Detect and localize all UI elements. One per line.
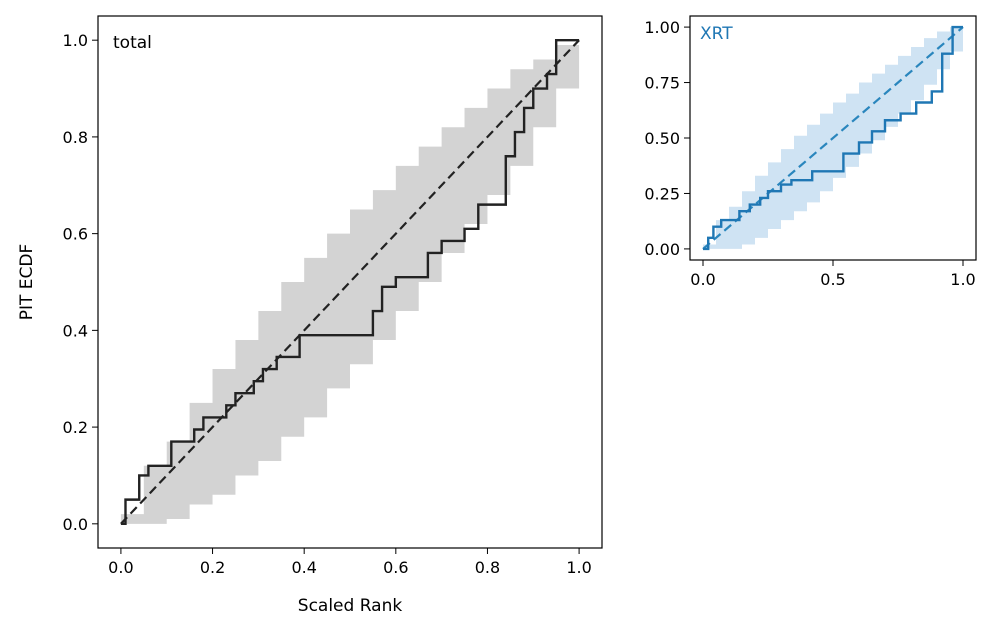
y-axis: 0.00 0.25 0.50 0.75 1.00 <box>644 18 690 259</box>
y-axis: 0.0 0.2 0.4 0.6 0.8 1.0 <box>63 31 98 534</box>
reference-diagonal <box>702 26 964 250</box>
y-tick-label: 0.50 <box>644 129 680 148</box>
reference-line-layer <box>702 26 964 250</box>
ecdf-line-layer <box>703 25 963 251</box>
y-tick-label: 1.0 <box>63 31 88 50</box>
y-tick-label: 0.8 <box>63 128 88 147</box>
ecdf-line-layer <box>120 38 580 526</box>
x-tick-label: 0.0 <box>690 270 715 289</box>
x-tick-label: 1.0 <box>950 270 975 289</box>
y-tick-label: 0.4 <box>63 321 88 340</box>
x-tick-label: 0.4 <box>291 558 316 577</box>
total-panel: 0.0 0.2 0.4 0.6 0.8 1.0 0.0 0.2 0.4 0.6 0.8 1.0 to… <box>17 15 603 616</box>
x-tick-label: 0.0 <box>108 558 133 577</box>
panel-label: XRT <box>700 24 733 44</box>
y-tick-label: 0.0 <box>63 515 88 534</box>
x-axis-label: Scaled Rank <box>298 596 403 616</box>
y-tick-label: 0.00 <box>644 240 680 259</box>
y-tick-label: 0.6 <box>63 225 88 244</box>
xrt-panel: 0.0 0.5 1.0 0.00 0.25 0.50 0.75 1.00 XRT <box>644 15 977 289</box>
y-tick-label: 0.25 <box>644 184 680 203</box>
plot-frame <box>97 15 603 549</box>
y-tick-label: 0.75 <box>644 74 680 93</box>
y-tick-label: 1.00 <box>644 18 680 37</box>
x-axis: 0.0 0.5 1.0 <box>690 260 976 289</box>
panel-label: total <box>113 33 152 53</box>
ecdf-line <box>120 38 580 526</box>
y-axis-label: PIT ECDF <box>17 244 37 321</box>
x-tick-label: 0.5 <box>820 270 845 289</box>
x-axis: 0.0 0.2 0.4 0.6 0.8 1.0 <box>108 548 592 577</box>
x-tick-label: 1.0 <box>566 558 591 577</box>
y-tick-label: 0.2 <box>63 418 88 437</box>
ecdf-line <box>703 25 963 251</box>
x-tick-label: 0.2 <box>200 558 225 577</box>
x-tick-label: 0.6 <box>383 558 408 577</box>
x-tick-label: 0.8 <box>475 558 500 577</box>
